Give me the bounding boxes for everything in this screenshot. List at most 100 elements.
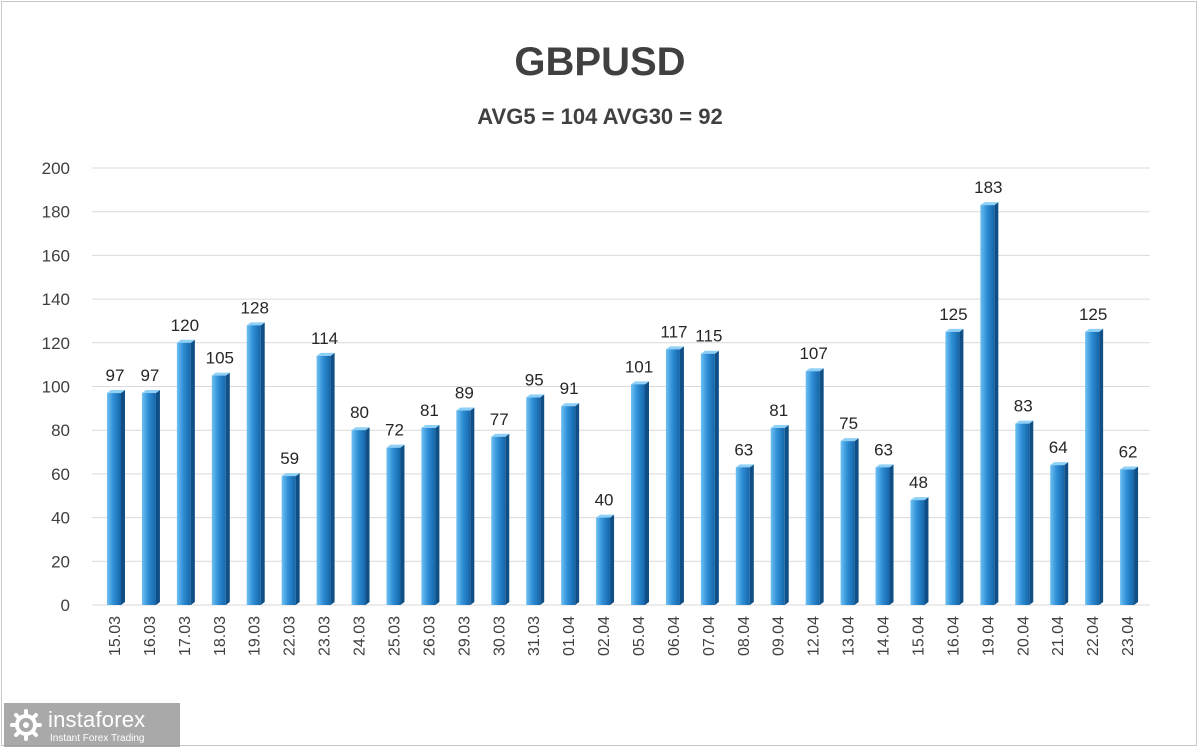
bar (211, 375, 226, 605)
data-label: 97 (140, 366, 159, 385)
y-tick-label: 160 (42, 246, 70, 265)
bar-top (700, 350, 719, 354)
bar (141, 393, 156, 605)
bar-side (610, 514, 615, 605)
bar (281, 476, 296, 605)
data-label: 183 (974, 178, 1002, 197)
bar-side (1029, 420, 1034, 605)
y-tick-label: 60 (51, 465, 70, 484)
bar-side (400, 444, 405, 605)
bar-side (505, 433, 510, 605)
data-label: 81 (420, 401, 439, 420)
bar-top (211, 372, 230, 376)
data-label: 95 (525, 370, 544, 389)
bar-top (141, 390, 160, 394)
data-label: 107 (799, 344, 827, 363)
y-tick-label: 0 (61, 596, 70, 615)
y-tick-label: 20 (51, 552, 70, 571)
bar (840, 441, 855, 605)
x-tick-label: 09.04 (771, 616, 788, 656)
bar (351, 430, 366, 605)
data-label: 128 (241, 298, 269, 317)
bar-top (281, 473, 300, 477)
chart-title: GBPUSD (514, 40, 686, 84)
bar-side (854, 438, 859, 605)
data-label: 62 (1119, 443, 1138, 462)
data-label: 81 (769, 401, 788, 420)
bar-top (107, 390, 125, 394)
bar-top (735, 464, 754, 468)
x-tick-label: 30.03 (491, 616, 508, 656)
bar (1015, 423, 1030, 605)
x-tick-label: 23.04 (1120, 616, 1137, 656)
x-tick-label: 16.04 (945, 616, 962, 656)
bar (1120, 469, 1135, 605)
bar (246, 325, 261, 605)
data-label: 117 (660, 322, 687, 341)
bar-top (805, 368, 824, 372)
bar-side (260, 322, 265, 605)
watermark-tagline: Instant Forex Trading (50, 733, 145, 744)
x-tick-label: 15.04 (910, 616, 927, 656)
bar-side (121, 390, 125, 605)
bar-side (959, 328, 964, 605)
x-tick-label: 16.03 (142, 616, 159, 656)
data-label: 105 (206, 349, 234, 368)
data-label: 115 (695, 327, 722, 346)
bar (735, 467, 750, 605)
y-tick-label: 180 (42, 203, 70, 222)
data-label: 89 (455, 384, 474, 403)
bar-side (470, 407, 475, 605)
bar (1085, 331, 1100, 605)
bar (875, 467, 890, 605)
bar (631, 384, 645, 605)
bar-side (365, 427, 370, 605)
bar-top (176, 339, 195, 343)
bar-side (190, 339, 195, 605)
bar (770, 428, 785, 605)
x-tick-label: 24.03 (352, 616, 369, 656)
bar-top (596, 514, 615, 518)
bar-side (679, 346, 684, 605)
bar-top (386, 444, 405, 448)
bar (561, 406, 576, 605)
instaforex-logo-icon (10, 709, 42, 741)
x-tick-label: 19.04 (980, 616, 997, 656)
bar-top (1015, 420, 1034, 424)
x-tick-label: 15.03 (107, 616, 124, 656)
bar-side (714, 350, 719, 605)
data-label: 40 (595, 491, 614, 510)
bar (980, 205, 995, 605)
x-tick-label: 18.03 (212, 616, 229, 656)
y-tick-label: 100 (42, 378, 70, 397)
bar-top (316, 352, 335, 356)
x-tick-label: 23.03 (317, 616, 334, 656)
bar (1050, 465, 1065, 605)
x-tick-label: 07.04 (701, 616, 718, 656)
bar-top (840, 438, 859, 442)
bar (176, 342, 191, 605)
bar-side (330, 352, 335, 605)
bar (107, 393, 121, 605)
bar-top (246, 322, 265, 326)
x-tick-label: 22.03 (282, 616, 299, 656)
x-tick-label: 20.04 (1015, 616, 1032, 656)
x-tick-label: 01.04 (561, 616, 578, 656)
x-tick-label: 14.04 (876, 616, 893, 656)
data-label: 80 (350, 403, 369, 422)
watermark-brand: instaforex (48, 707, 146, 732)
x-tick-label: 08.04 (736, 616, 753, 656)
bar (386, 447, 401, 605)
x-tick-label: 26.03 (421, 616, 438, 656)
chart-subtitle: AVG5 = 104 AVG30 = 92 (477, 104, 723, 129)
bar-side (889, 464, 894, 605)
bar-top (980, 202, 999, 206)
x-tick-label: 22.04 (1085, 616, 1102, 656)
bar-top (1120, 466, 1139, 470)
bar-side (1134, 466, 1139, 605)
data-label: 63 (734, 440, 753, 459)
bar-side (924, 497, 929, 605)
bar (421, 428, 436, 605)
x-tick-label: 02.04 (596, 616, 613, 656)
